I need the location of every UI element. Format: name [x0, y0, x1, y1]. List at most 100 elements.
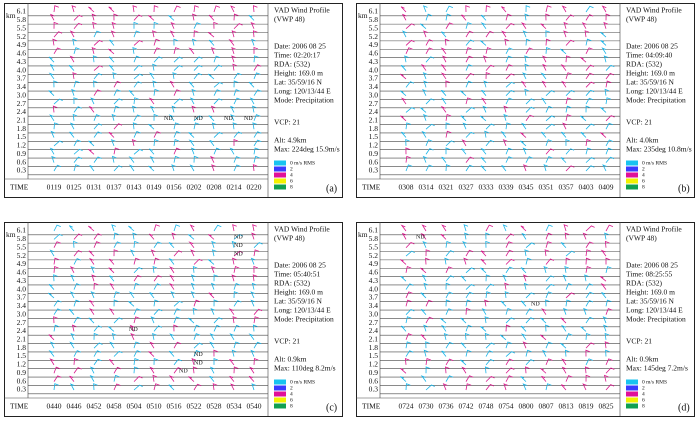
wind-barb: [563, 21, 569, 29]
wind-barb: [400, 224, 407, 232]
legend-swatch: [626, 385, 638, 391]
wind-barb: [603, 374, 609, 382]
wind-barb: [253, 242, 263, 249]
wind-barb: [230, 105, 235, 113]
wind-barb: [465, 284, 475, 290]
height-label: 4.3: [369, 57, 379, 66]
wind-barb: [209, 140, 215, 147]
wind-barb: [584, 30, 590, 38]
wind-barb: [503, 105, 509, 113]
wind-barb: [153, 224, 160, 232]
wind-barb: [113, 123, 123, 130]
legend-label: 0 m/s RMS: [642, 160, 667, 166]
wind-barb: [480, 250, 487, 257]
wind-barb: [73, 316, 82, 324]
wind-barb: [153, 139, 159, 146]
wind-barb: [564, 265, 570, 273]
wind-barb: [113, 291, 121, 299]
nd-label: ND: [224, 116, 233, 122]
wind-barb: [524, 55, 529, 63]
height-label: 0.6: [369, 376, 379, 385]
wind-barb: [191, 358, 197, 366]
wind-barb: [253, 139, 262, 147]
wind-barb: [108, 6, 115, 13]
unit-label: km: [6, 230, 16, 239]
wind-barb: [48, 292, 55, 299]
wind-barb: [480, 157, 487, 163]
wind-barb: [520, 325, 527, 332]
wind-barb: [405, 383, 411, 391]
wind-barb: [233, 300, 242, 307]
wind-barb: [93, 282, 99, 290]
height-label: 6.1: [17, 7, 27, 16]
wind-barb: [128, 156, 135, 163]
wind-barb: [585, 5, 594, 13]
wind-barb: [541, 308, 547, 315]
height-label: 0.3: [369, 166, 379, 175]
time-label: 0807: [539, 402, 554, 411]
height-label: 0.6: [369, 157, 379, 166]
wind-barb: [460, 359, 467, 366]
wind-barb: [73, 139, 82, 147]
info-text: VAD Wind Profile: [626, 225, 682, 234]
height-label: 3.7: [369, 293, 379, 302]
wind-barb: [189, 164, 195, 172]
wind-barb: [465, 164, 474, 172]
wind-barb: [461, 148, 467, 155]
time-label: 0131: [87, 183, 102, 192]
height-label: 2.4: [17, 326, 27, 335]
wind-barb: [545, 241, 552, 248]
wind-barb: [88, 140, 95, 147]
wind-barb: [483, 80, 489, 88]
wind-barb: [192, 307, 198, 315]
wind-barb: [73, 14, 83, 21]
wind-barb: [132, 122, 138, 130]
wind-barb: [545, 232, 553, 240]
wind-barb: [605, 122, 613, 130]
time-title: TIME: [362, 402, 381, 411]
wind-barb: [188, 317, 195, 324]
height-label: 2.7: [369, 318, 379, 327]
wind-barb: [425, 299, 433, 307]
wind-barb: [109, 39, 115, 46]
wind-barb: [213, 299, 219, 307]
wind-barb: [71, 88, 76, 96]
wind-barb: [465, 73, 475, 80]
wind-barb: [49, 63, 55, 71]
legend-label: 4: [642, 391, 645, 397]
wind-barb: [69, 291, 75, 299]
legend-label: 8: [290, 403, 293, 409]
wind-barb: [168, 375, 175, 382]
wind-barb: [441, 31, 447, 38]
wind-barb: [53, 80, 58, 88]
wind-barb: [53, 233, 63, 240]
wind-barb: [480, 97, 487, 105]
wind-barb: [445, 13, 452, 21]
legend-label: 2: [642, 385, 645, 391]
wind-barb: [153, 325, 163, 332]
info-text: Mode: Precipitation: [626, 96, 686, 105]
wind-barb: [253, 147, 260, 155]
wind-barb: [603, 324, 608, 332]
wind-barb: [228, 308, 235, 315]
wind-barb: [251, 232, 256, 240]
wind-barb: [400, 367, 407, 374]
wind-barb: [152, 63, 157, 71]
wind-barb: [230, 383, 235, 391]
wind-barb: [505, 55, 513, 63]
wind-barb: [193, 115, 203, 122]
wind-barb: [173, 47, 180, 54]
height-label: 1.8: [369, 343, 379, 352]
wind-barb: [465, 291, 474, 299]
time-label: 0403: [579, 183, 594, 192]
wind-barb: [111, 155, 117, 163]
wind-barb: [188, 139, 195, 147]
height-label: 4.6: [17, 49, 27, 58]
time-label: 0446: [67, 402, 82, 411]
wind-barb: [233, 234, 243, 240]
wind-barb: [405, 316, 412, 324]
wind-barb: [565, 55, 571, 63]
height-label: 5.5: [369, 242, 379, 251]
wind-barb: [129, 324, 135, 332]
wind-barb: [565, 292, 575, 299]
